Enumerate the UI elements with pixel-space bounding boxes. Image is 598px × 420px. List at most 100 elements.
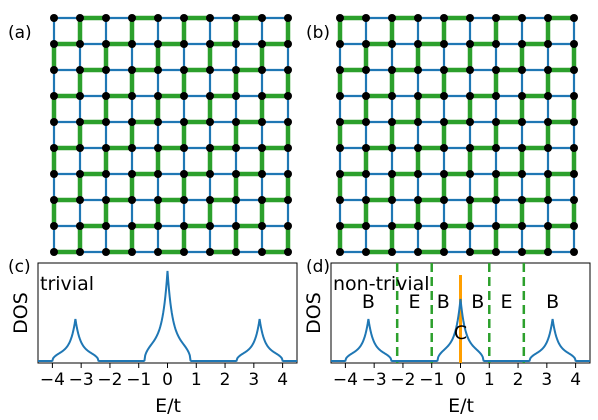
lattice-site: [232, 66, 240, 74]
lattice-site: [180, 118, 188, 126]
lattice-site: [362, 40, 370, 48]
lattice-site: [362, 118, 370, 126]
lattice-site: [440, 66, 448, 74]
lattice-site: [206, 196, 214, 204]
lattice-site: [102, 144, 110, 152]
lattice-site: [388, 196, 396, 204]
x-tick-label: 4: [570, 370, 581, 390]
x-tick-label: 3: [248, 370, 259, 390]
lattice-site: [128, 92, 136, 100]
lattice-site: [518, 144, 526, 152]
lattice-site: [544, 248, 552, 256]
lattice-site: [206, 92, 214, 100]
lattice-site: [388, 144, 396, 152]
lattice-site: [440, 144, 448, 152]
lattice-site: [362, 170, 370, 178]
lattice-site: [336, 40, 344, 48]
lattice-site: [336, 248, 344, 256]
lattice-site: [102, 196, 110, 204]
lattice-site: [102, 14, 110, 22]
lattice-site: [440, 92, 448, 100]
lattice-site: [466, 92, 474, 100]
lattice-site: [466, 248, 474, 256]
lattice-site: [414, 170, 422, 178]
lattice-site: [414, 248, 422, 256]
lattice-site: [544, 40, 552, 48]
lattice-site: [362, 14, 370, 22]
lattice-site: [102, 92, 110, 100]
x-tick-label: 2: [513, 370, 524, 390]
lattice-site: [336, 144, 344, 152]
lattice-site: [388, 222, 396, 230]
x-tick-label: −3: [69, 370, 94, 390]
lattice-site: [570, 118, 578, 126]
lattice-site: [258, 14, 266, 22]
region-label: E: [408, 291, 420, 313]
lattice-site: [206, 40, 214, 48]
lattice-site: [362, 248, 370, 256]
lattice-site: [518, 66, 526, 74]
lattice-site: [466, 222, 474, 230]
lattice-site: [518, 248, 526, 256]
lattice-site: [570, 66, 578, 74]
x-tick-label: −2: [390, 370, 415, 390]
lattice-site: [336, 92, 344, 100]
lattice-panel-a: [50, 14, 292, 256]
lattice-site: [466, 196, 474, 204]
lattice-site: [232, 170, 240, 178]
lattice-site: [544, 170, 552, 178]
lattice-site: [50, 170, 58, 178]
lattice-site: [544, 92, 552, 100]
lattice-site: [544, 196, 552, 204]
x-tick-label: −4: [40, 370, 65, 390]
lattice-site: [492, 14, 500, 22]
lattice-site: [180, 144, 188, 152]
lattice-site: [258, 144, 266, 152]
lattice-site: [180, 222, 188, 230]
lattice-site: [388, 170, 396, 178]
lattice-site: [284, 66, 292, 74]
lattice-site: [180, 248, 188, 256]
lattice-site: [570, 92, 578, 100]
lattice-site: [154, 40, 162, 48]
lattice-site: [388, 66, 396, 74]
lattice-site: [50, 40, 58, 48]
lattice-site: [76, 144, 84, 152]
lattice-site: [154, 66, 162, 74]
lattice-site: [258, 248, 266, 256]
dos-plot-nontrivial: −4 −3 −2 −1 0 1 2 3 4B E B B E BC: [330, 262, 591, 390]
lattice-site: [414, 144, 422, 152]
lattice-site: [102, 118, 110, 126]
lattice-site: [544, 222, 552, 230]
lattice-site: [154, 248, 162, 256]
lattice-site: [232, 144, 240, 152]
lattice-site: [466, 14, 474, 22]
x-tick-label: −3: [362, 370, 387, 390]
lattice-site: [518, 196, 526, 204]
lattice-site: [76, 248, 84, 256]
lattice-site: [284, 170, 292, 178]
lattice-site: [492, 222, 500, 230]
lattice-site: [336, 222, 344, 230]
lattice-site: [154, 196, 162, 204]
lattice-site: [570, 196, 578, 204]
lattice-site: [570, 222, 578, 230]
lattice-site: [50, 92, 58, 100]
lattice-site: [180, 40, 188, 48]
lattice-site: [154, 222, 162, 230]
lattice-site: [492, 118, 500, 126]
lattice-site: [128, 222, 136, 230]
lattice-site: [544, 144, 552, 152]
lattice-site: [232, 222, 240, 230]
lattice-site: [50, 248, 58, 256]
lattice-site: [284, 40, 292, 48]
lattice-site: [180, 170, 188, 178]
panel-label-b: (b): [306, 23, 330, 43]
x-axis-label-c: E/t: [155, 395, 181, 417]
lattice-site: [544, 66, 552, 74]
annotation-nontrivial: non-trivial: [333, 273, 430, 295]
lattice-site: [102, 66, 110, 74]
lattice-site: [76, 92, 84, 100]
lattice-site: [102, 222, 110, 230]
lattice-site: [492, 92, 500, 100]
